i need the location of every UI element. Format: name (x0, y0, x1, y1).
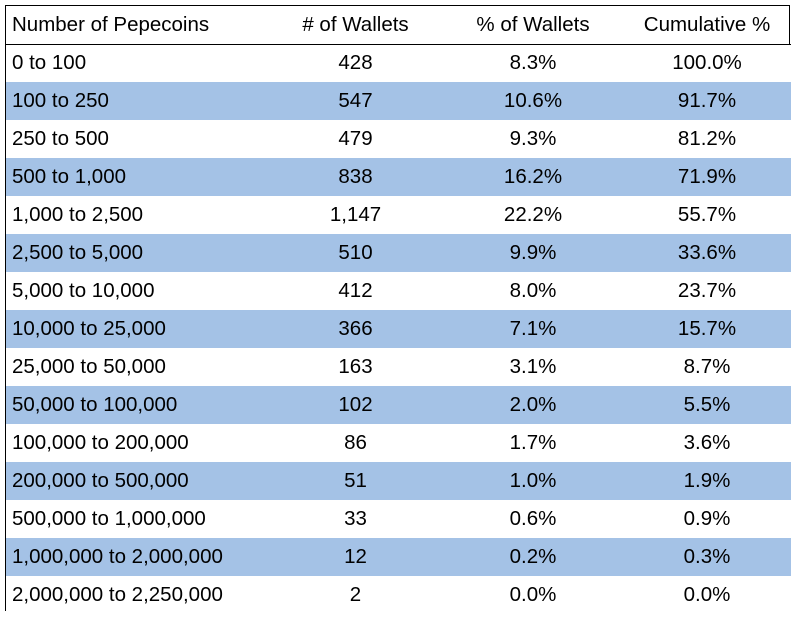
cell-pepecoin-range: 2,500 to 5,000 (12, 241, 144, 264)
cell-pepecoin-range: 10,000 to 25,000 (12, 317, 166, 340)
cell-pepecoin-range: 2,000,000 to 2,250,000 (12, 583, 223, 606)
cell-cumulative-percent: 91.7% (677, 89, 737, 112)
cell-pepecoin-range: 100 to 250 (12, 89, 109, 112)
cell-wallet-count: 163 (338, 355, 373, 378)
cell-wallet-count: 2 (349, 583, 362, 606)
table-row: 10,000 to 25,000 366 7.1% 15.7% (6, 310, 791, 348)
cell-pepecoin-range: 500 to 1,000 (12, 165, 126, 188)
cell-wallet-percent: 1.7% (509, 431, 557, 454)
cell-pepecoin-range: 0 to 100 (12, 51, 87, 75)
table-row: 1,000 to 2,500 1,147 22.2% 55.7% (6, 196, 791, 234)
wallet-distribution-table: Number of Pepecoins # of Wallets % of Wa… (6, 6, 791, 614)
cell-wallet-percent: 3.1% (509, 355, 557, 378)
cell-wallet-percent: 22.2% (503, 203, 563, 226)
cell-pepecoin-range: 250 to 500 (12, 127, 109, 150)
cell-cumulative-percent: 8.7% (683, 355, 731, 378)
cell-wallet-percent: 9.9% (509, 241, 557, 264)
table-row: 2,500 to 5,000 510 9.9% 33.6% (6, 234, 791, 272)
table-row: 500,000 to 1,000,000 33 0.6% 0.9% (6, 500, 791, 538)
column-header-cumulative-percent: Cumulative % (623, 6, 791, 45)
cell-pepecoin-range: 50,000 to 100,000 (12, 393, 178, 416)
cell-wallet-percent: 0.2% (509, 545, 557, 568)
cell-cumulative-percent: 3.6% (683, 431, 731, 454)
cell-wallet-percent: 2.0% (509, 393, 557, 416)
table-row: 2,000,000 to 2,250,000 2 0.0% 0.0% (6, 576, 791, 614)
cell-wallet-count: 510 (338, 241, 373, 264)
cell-pepecoin-range: 1,000 to 2,500 (12, 203, 144, 226)
table-row: 25,000 to 50,000 163 3.1% 8.7% (6, 348, 791, 386)
cell-cumulative-percent: 15.7% (677, 317, 737, 340)
column-header-wallet-percent: % of Wallets (443, 6, 623, 45)
cell-wallet-percent: 10.6% (503, 89, 563, 112)
column-header-wallet-count: # of Wallets (268, 6, 443, 45)
table-row: 200,000 to 500,000 51 1.0% 1.9% (6, 462, 791, 500)
table-row: 50,000 to 100,000 102 2.0% 5.5% (6, 386, 791, 424)
table-row: 5,000 to 10,000 412 8.0% 23.7% (6, 272, 791, 310)
cell-pepecoin-range: 25,000 to 50,000 (12, 355, 166, 378)
cell-cumulative-percent: 23.7% (677, 279, 737, 302)
table-row: 100 to 250 547 10.6% 91.7% (6, 82, 791, 120)
cell-pepecoin-range: 500,000 to 1,000,000 (12, 507, 206, 530)
cell-cumulative-percent: 55.7% (677, 203, 737, 226)
cell-pepecoin-range: 5,000 to 10,000 (12, 279, 155, 302)
cell-cumulative-percent: 100.0% (672, 51, 742, 75)
cell-cumulative-percent: 0.3% (683, 545, 731, 568)
cell-cumulative-percent: 0.0% (683, 583, 731, 606)
cell-wallet-count: 86 (344, 431, 367, 454)
cell-pepecoin-range: 100,000 to 200,000 (12, 431, 189, 454)
cell-pepecoin-range: 200,000 to 500,000 (12, 469, 189, 492)
cell-wallet-percent: 8.3% (509, 51, 557, 75)
cell-cumulative-percent: 0.9% (683, 507, 731, 530)
cell-wallet-count: 479 (338, 127, 373, 150)
table-body: 0 to 100 428 8.3% 100.0% 100 to 250 547 10.6% 9… (6, 44, 791, 614)
column-header-pepecoins: Number of Pepecoins (6, 6, 268, 45)
cell-wallet-percent: 7.1% (509, 317, 557, 340)
wallet-distribution-table-frame: Number of Pepecoins # of Wallets % of Wa… (5, 5, 791, 614)
table-row: 0 to 100 428 8.3% 100.0% (6, 44, 791, 82)
table-row: 250 to 500 479 9.3% 81.2% (6, 120, 791, 158)
cell-wallet-count: 428 (338, 51, 373, 75)
cell-wallet-count: 102 (338, 393, 373, 416)
cell-wallet-count: 412 (338, 279, 373, 302)
cell-wallet-count: 366 (338, 317, 373, 340)
cell-cumulative-percent: 5.5% (683, 393, 731, 416)
table-row: 500 to 1,000 838 16.2% 71.9% (6, 158, 791, 196)
cell-wallet-percent: 9.3% (509, 127, 557, 150)
cell-wallet-count: 12 (344, 545, 367, 568)
cell-pepecoin-range: 1,000,000 to 2,000,000 (12, 545, 223, 568)
cell-cumulative-percent: 81.2% (677, 127, 737, 150)
cell-wallet-percent: 8.0% (509, 279, 557, 302)
cell-wallet-percent: 0.6% (509, 507, 557, 530)
cell-wallet-count: 51 (344, 469, 367, 492)
cell-wallet-percent: 16.2% (503, 165, 563, 188)
cell-cumulative-percent: 71.9% (677, 165, 737, 188)
cell-wallet-percent: 1.0% (509, 469, 557, 492)
cell-wallet-count: 33 (344, 507, 367, 530)
cell-wallet-count: 1,147 (329, 203, 382, 226)
table-row: 100,000 to 200,000 86 1.7% 3.6% (6, 424, 791, 462)
cell-wallet-percent: 0.0% (509, 583, 557, 606)
header-row: Number of Pepecoins # of Wallets % of Wa… (6, 6, 791, 45)
table-row: 1,000,000 to 2,000,000 12 0.2% 0.3% (6, 538, 791, 576)
cell-cumulative-percent: 33.6% (677, 241, 737, 264)
cell-wallet-count: 838 (338, 165, 373, 188)
cell-cumulative-percent: 1.9% (683, 469, 731, 492)
cell-wallet-count: 547 (338, 89, 373, 112)
